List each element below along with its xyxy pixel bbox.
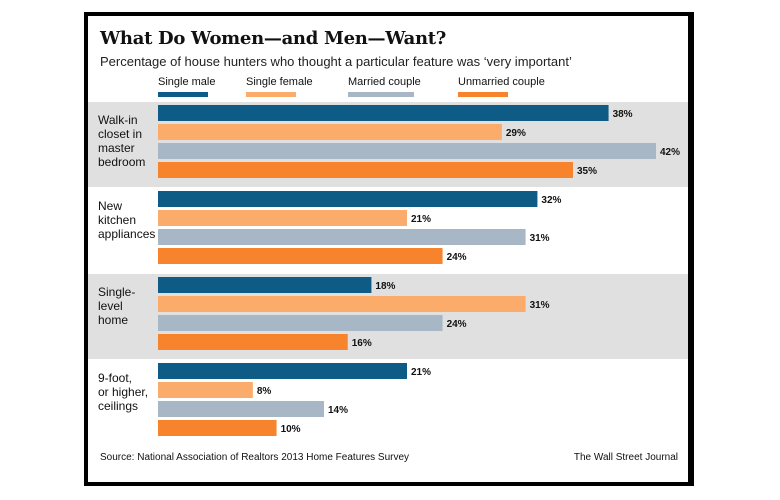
bar-value-label: 31% [530, 300, 550, 311]
bar-value-label: 42% [660, 147, 680, 158]
chart-panel: What Do Women—and Men—Want? Percentage o… [88, 16, 688, 482]
category-label: New kitchen appliances [98, 199, 155, 241]
bar [158, 382, 253, 398]
legend-item-single-male: Single male [158, 76, 215, 97]
chart-title: What Do Women—and Men—Want? [100, 28, 446, 49]
bar-value-label: 21% [411, 367, 431, 378]
bar-value-label: 14% [328, 405, 348, 416]
bar-value-label: 21% [411, 214, 431, 225]
bar [158, 363, 407, 379]
bar [158, 124, 502, 140]
legend-swatch [158, 92, 208, 97]
bar [158, 162, 573, 178]
bar-value-label: 29% [506, 128, 526, 139]
legend-item-married-couple: Married couple [348, 76, 421, 97]
legend-label: Single male [158, 76, 216, 88]
bar-chart: Walk-in closet in master bedroom 38% 29% 42% 35… [88, 102, 688, 445]
bar-value-label: 10% [281, 424, 301, 435]
legend-label: Married couple [348, 76, 421, 88]
bar [158, 334, 348, 350]
bar-value-label: 38% [613, 109, 633, 120]
publisher-credit: The Wall Street Journal [573, 452, 678, 463]
bar [158, 296, 526, 312]
bar [158, 248, 443, 264]
legend-swatch [458, 92, 508, 97]
legend-swatch [348, 92, 414, 97]
category-label: Walk-in closet in master bedroom [98, 113, 145, 169]
bar-value-label: 31% [530, 233, 550, 244]
bar [158, 210, 407, 226]
bar [158, 191, 538, 207]
source-note: Source: National Association of Realtors… [100, 452, 410, 463]
bar [158, 315, 443, 331]
bar [158, 229, 526, 245]
legend-item-single-female: Single female [246, 76, 313, 97]
category-label: 9-foot, or higher, ceilings [98, 371, 148, 413]
bar-value-label: 35% [577, 166, 597, 177]
legend-label: Single female [246, 76, 313, 88]
bar [158, 420, 277, 436]
bar [158, 105, 609, 121]
bar-value-label: 18% [375, 281, 395, 292]
category-label: Single-level home [98, 285, 135, 327]
bar [158, 277, 372, 293]
bar-value-label: 24% [447, 319, 467, 330]
bar-value-label: 32% [541, 195, 561, 206]
bar [158, 401, 324, 417]
legend-item-unmarried-couple: Unmarried couple [458, 76, 545, 97]
bar-value-label: 8% [257, 386, 272, 397]
bar [158, 143, 656, 159]
chart-subtitle: Percentage of house hunters who thought … [100, 54, 572, 69]
bar-value-label: 16% [352, 338, 372, 349]
bar-value-label: 24% [447, 252, 467, 263]
legend-swatch [246, 92, 296, 97]
legend-label: Unmarried couple [458, 76, 545, 88]
